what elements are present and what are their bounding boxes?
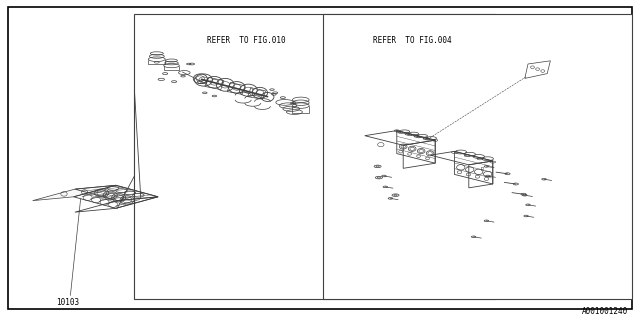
Bar	[323, 14, 632, 299]
Text: 10103: 10103	[56, 298, 79, 307]
Bar	[134, 14, 496, 299]
Text: REFER  TO FIG.010: REFER TO FIG.010	[207, 36, 285, 44]
Text: R: R	[481, 167, 484, 172]
Text: A001001240: A001001240	[582, 307, 628, 316]
Text: REFER  TO FIG.004: REFER TO FIG.004	[374, 36, 452, 44]
Polygon shape	[33, 185, 116, 201]
